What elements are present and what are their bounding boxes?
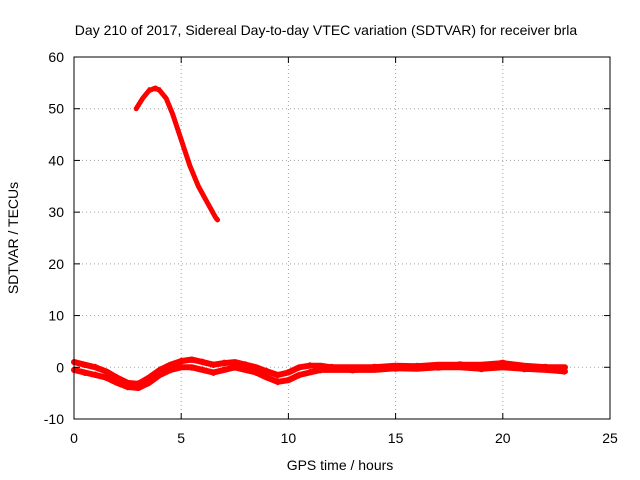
x-tick-label: 15 [388, 430, 404, 446]
grid [74, 57, 610, 419]
x-tick-label: 0 [70, 430, 78, 446]
y-tick-label: 20 [48, 256, 64, 272]
y-tick-label: 40 [48, 152, 64, 168]
axis-ticks: 0 5 10 15 20 25 -10 0 10 20 30 40 50 60 [44, 49, 618, 446]
x-tick-label: 5 [177, 430, 185, 446]
y-tick-label: 50 [48, 101, 64, 117]
x-tick-label: 10 [281, 430, 297, 446]
x-tick-label: 20 [495, 430, 511, 446]
y-tick-label: 30 [48, 204, 64, 220]
x-tick-label: 25 [602, 430, 618, 446]
plot-frame [73, 56, 611, 420]
y-tick-label: 10 [48, 308, 64, 324]
y-axis-label: SDTVAR / TECUs [5, 182, 21, 294]
y-tick-label: -10 [44, 411, 64, 427]
series-line-satellite-arc-high [133, 85, 221, 223]
data-series [71, 85, 568, 391]
x-axis-label: GPS time / hours [287, 457, 394, 473]
y-tick-label: 0 [56, 359, 64, 375]
y-tick-label: 60 [48, 49, 64, 65]
series-noise-satellite-arc-high [135, 87, 219, 221]
series-noise-satellite-arcs-low-lower [73, 363, 566, 391]
chart-title: Day 210 of 2017, Sidereal Day-to-day VTE… [75, 22, 578, 38]
